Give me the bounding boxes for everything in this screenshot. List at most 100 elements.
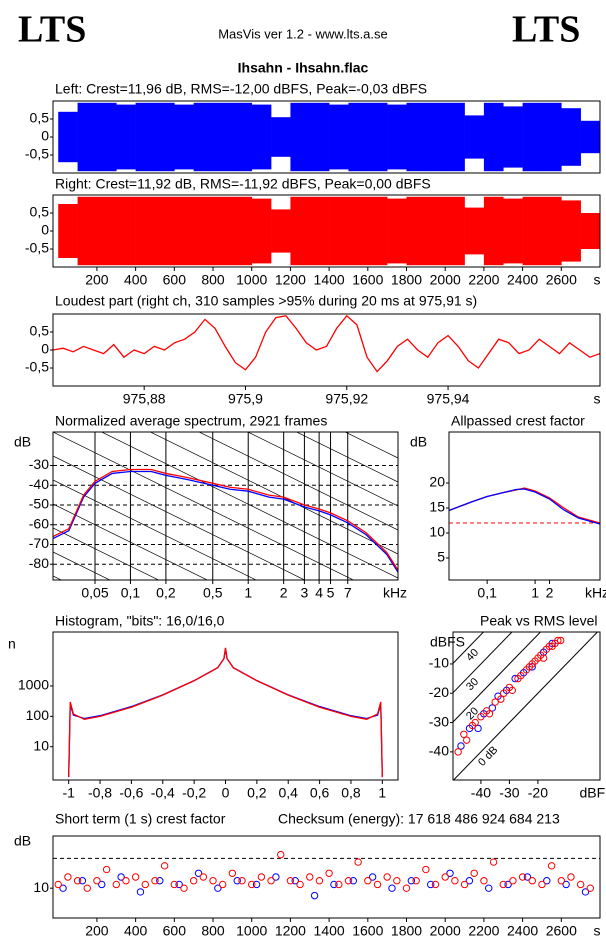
decor-diagonal [149, 432, 398, 555]
scatter-point [557, 877, 566, 885]
scatter-point [517, 671, 525, 680]
crest-line [453, 632, 513, 694]
scatter-point [586, 884, 595, 892]
line-series [68, 648, 383, 778]
y-tick-label: 1000 [18, 677, 49, 693]
plot-frame [52, 835, 601, 919]
scatter-point [562, 880, 570, 889]
x-tick-label: 1600 [352, 272, 383, 288]
plot-frame [448, 431, 601, 581]
x-tick-label: 800 [201, 272, 225, 288]
y-axis-label: dBFS [430, 634, 465, 650]
crest-line [453, 632, 485, 664]
waveform-envelope [116, 196, 136, 266]
waveform-envelope [271, 117, 291, 157]
plot-area [53, 850, 600, 900]
x-tick-label: -1 [62, 785, 75, 801]
y-tick-label: 5 [437, 549, 445, 565]
y-axis-label: dB [410, 434, 427, 450]
waveform-envelope [464, 207, 485, 255]
scatter-point [194, 869, 203, 877]
line-series [53, 470, 398, 573]
y-tick-label: -80 [29, 555, 49, 571]
scatter-point [364, 877, 372, 885]
x-tick-label: 7 [344, 585, 352, 601]
decor-diagonal [53, 551, 111, 580]
waveform-envelope [290, 102, 311, 172]
waveform-envelope [193, 102, 214, 172]
plot-frame [52, 631, 399, 781]
scatter-point [117, 873, 125, 881]
waveform-envelope [174, 196, 194, 266]
scatter-point [441, 873, 449, 881]
scatter-point [426, 880, 435, 889]
line-series [53, 314, 600, 373]
waveform-envelope [77, 102, 98, 172]
crest-line [453, 632, 599, 780]
waveform-envelope [348, 102, 369, 172]
scatter-point [122, 877, 130, 885]
x-tick-label: 400 [124, 272, 148, 288]
waveform-envelope [116, 104, 136, 170]
x-tick-label: 2200 [468, 923, 499, 939]
annotation: Checksum (energy): 17 618 486 924 684 21… [278, 811, 560, 827]
x-tick-label: 975,88 [123, 391, 166, 407]
y-axis-label: dB [14, 833, 31, 849]
x-tick-label: -0,4 [151, 785, 175, 801]
scatter-point [547, 862, 556, 870]
scatter-point [480, 877, 488, 885]
x-tick-label: 2200 [468, 272, 499, 288]
scatter-point [556, 636, 565, 645]
waveform-envelope [251, 104, 272, 170]
scatter-point [488, 704, 497, 712]
decor-diagonal [53, 503, 209, 580]
scatter-point [431, 880, 440, 889]
scatter-point [64, 873, 72, 881]
waveform-envelope [580, 213, 600, 249]
scatter-point [581, 888, 590, 896]
waveform-envelope [367, 102, 388, 172]
y-tick-label: 0 [41, 341, 49, 357]
scatter-point [98, 880, 106, 889]
waveform-envelope [406, 102, 427, 172]
scatter-point [286, 877, 295, 885]
x-tick-label: 2400 [507, 272, 538, 288]
chart-title: Short term (1 s) crest factor [55, 811, 226, 827]
waveform-envelope [154, 196, 175, 266]
scatter-point [460, 730, 468, 738]
plot-frame [452, 631, 601, 781]
scatter-point [257, 873, 266, 881]
waveform-envelope [290, 196, 311, 266]
x-tick-label: 2000 [430, 923, 461, 939]
x-tick-label: 4 [315, 585, 323, 601]
scatter-point [412, 877, 420, 885]
x-tick-label: 600 [163, 272, 187, 288]
waveform-envelope [348, 196, 369, 266]
scatter-point [131, 873, 140, 881]
scatter-point [73, 877, 82, 885]
x-tick-label: 1800 [391, 272, 422, 288]
x-axis-label: s [594, 391, 601, 407]
waveform-envelope [96, 196, 117, 266]
waveform-envelope [232, 102, 253, 172]
scatter-point [354, 858, 362, 866]
scatter-point [78, 877, 87, 885]
y-tick-label: -40 [29, 476, 49, 492]
scatter-point [383, 873, 391, 881]
y-tick-label: 0 [41, 222, 49, 238]
decor-diagonal [100, 432, 398, 579]
waveform-envelope [271, 209, 291, 253]
x-tick-label: -0,6 [119, 785, 143, 801]
line-series [449, 488, 600, 525]
file-title: Ihsahn - Ihsahn.flac [238, 60, 369, 76]
scatter-point [554, 636, 562, 645]
logo: LTS [18, 9, 86, 51]
x-tick-label: 1600 [352, 923, 383, 939]
scatter-point [102, 865, 111, 874]
scatter-point [277, 850, 285, 859]
plot-frame [52, 194, 601, 268]
scatter-point [252, 880, 261, 889]
x-tick-label: 600 [163, 923, 187, 939]
scatter-point [349, 877, 357, 885]
x-tick-label: -30 [499, 785, 519, 801]
